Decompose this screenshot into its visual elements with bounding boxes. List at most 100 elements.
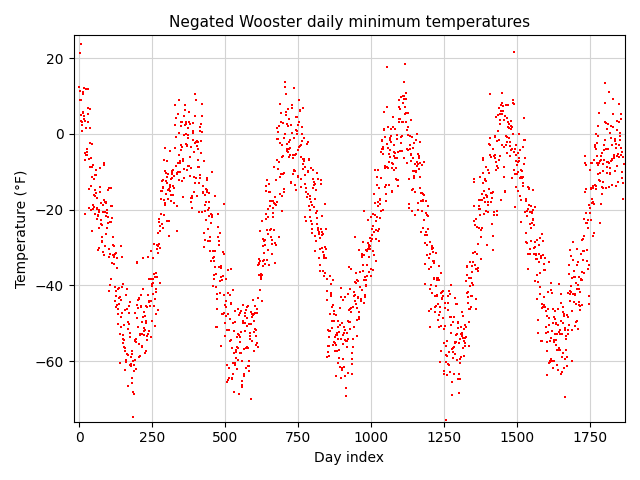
Point: [229, 349, 239, 357]
Point: [140, 312, 150, 320]
Point: [605, 169, 615, 177]
Point: [364, 268, 374, 276]
Point: [588, 182, 598, 190]
Point: [109, 252, 120, 260]
Point: [401, 109, 412, 117]
Point: [386, 125, 396, 132]
Point: [513, 149, 523, 157]
Point: [550, 320, 561, 327]
Point: [99, 196, 109, 204]
Point: [576, 276, 586, 283]
Point: [81, 124, 91, 132]
Point: [474, 203, 484, 210]
Point: [127, 413, 138, 421]
Point: [502, 123, 513, 131]
Point: [322, 297, 332, 304]
Point: [412, 158, 422, 166]
Point: [131, 365, 141, 373]
Point: [594, 109, 604, 117]
Point: [317, 231, 327, 239]
Point: [527, 209, 538, 217]
Point: [110, 250, 120, 258]
Point: [94, 224, 104, 232]
Point: [487, 189, 497, 197]
Point: [332, 331, 342, 339]
Point: [594, 176, 604, 184]
Point: [556, 317, 566, 324]
Point: [452, 330, 462, 338]
Point: [458, 337, 468, 345]
Point: [220, 319, 230, 326]
Point: [401, 89, 411, 96]
Point: [310, 247, 320, 255]
Point: [275, 101, 285, 108]
Point: [538, 230, 548, 238]
Point: [452, 324, 463, 332]
Point: [76, 111, 86, 119]
Point: [247, 337, 257, 345]
Point: [271, 176, 282, 184]
Point: [163, 187, 173, 194]
Point: [396, 140, 406, 147]
Point: [499, 164, 509, 171]
Point: [375, 196, 385, 204]
Point: [568, 290, 578, 298]
Point: [361, 247, 371, 254]
Point: [296, 141, 306, 149]
Point: [239, 371, 249, 378]
Point: [248, 311, 259, 318]
Point: [515, 197, 525, 204]
Point: [609, 153, 620, 160]
Point: [408, 144, 418, 152]
Point: [428, 243, 438, 251]
Point: [179, 174, 189, 182]
Point: [182, 143, 192, 150]
Point: [413, 151, 424, 158]
Point: [314, 230, 324, 238]
Point: [438, 314, 449, 322]
Point: [521, 229, 531, 237]
Point: [280, 84, 291, 91]
Point: [392, 176, 402, 183]
Point: [332, 359, 342, 367]
Point: [170, 144, 180, 152]
Point: [392, 154, 403, 162]
Point: [120, 306, 130, 314]
Point: [430, 308, 440, 316]
Point: [460, 321, 470, 329]
Point: [189, 148, 199, 156]
Point: [345, 318, 355, 326]
Point: [173, 159, 183, 167]
Point: [441, 417, 451, 424]
Point: [260, 261, 270, 268]
Point: [145, 302, 155, 310]
Point: [104, 282, 115, 289]
Point: [113, 320, 124, 328]
Point: [400, 103, 410, 110]
Point: [548, 319, 558, 326]
Point: [537, 304, 547, 312]
Point: [557, 349, 568, 357]
Point: [552, 361, 562, 369]
Point: [454, 339, 465, 347]
Point: [387, 187, 397, 194]
Point: [155, 223, 165, 230]
Point: [132, 258, 142, 266]
Point: [278, 119, 289, 127]
Point: [607, 181, 617, 189]
Point: [334, 354, 344, 361]
Point: [101, 199, 111, 206]
Point: [452, 318, 463, 326]
Point: [577, 269, 588, 276]
Point: [611, 140, 621, 148]
Point: [90, 171, 100, 179]
Point: [547, 279, 557, 287]
Point: [255, 257, 266, 265]
Point: [540, 260, 550, 268]
Point: [369, 200, 380, 207]
Point: [442, 360, 452, 368]
Point: [470, 249, 480, 256]
Point: [503, 118, 513, 126]
Point: [612, 153, 622, 160]
Point: [353, 294, 363, 301]
